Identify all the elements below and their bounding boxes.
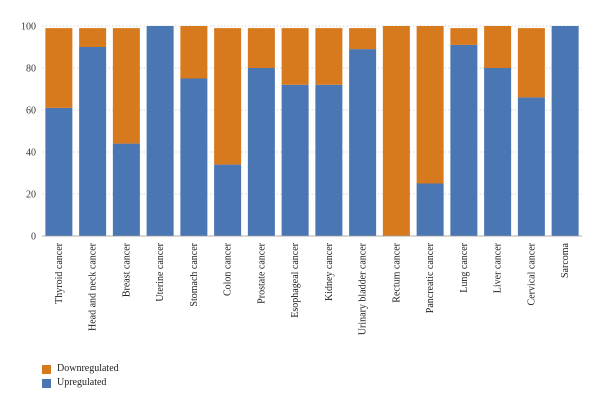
bar-downregulated-9 <box>349 28 377 50</box>
x-tick-label-4: Stomach cancer <box>189 242 200 306</box>
bar-downregulated-0 <box>45 28 73 108</box>
bar-downregulated-6 <box>247 28 275 69</box>
y-tick-label-0: 0 <box>31 232 36 243</box>
x-tick-label-15: Sarcoma <box>560 242 571 278</box>
bar-upregulated-8 <box>315 84 343 236</box>
x-tick-label-13: Liver cancer <box>493 242 504 293</box>
bar-upregulated-6 <box>247 68 275 236</box>
x-tick-label-7: Esophageal cancer <box>290 242 301 317</box>
bar-upregulated-2 <box>112 143 140 236</box>
bar-downregulated-14 <box>517 28 545 98</box>
bar-downregulated-2 <box>112 28 140 144</box>
x-tick-label-5: Colon cancer <box>223 242 234 296</box>
bar-upregulated-7 <box>281 84 309 236</box>
y-tick-label-100: 100 <box>21 22 36 33</box>
bar-upregulated-0 <box>45 107 73 237</box>
y-tick-label-80: 80 <box>26 64 36 75</box>
legend-item-downregulated: Downregulated <box>42 362 119 376</box>
bar-downregulated-12 <box>450 28 478 45</box>
legend-swatch-downregulated <box>42 364 51 374</box>
y-tick-label-20: 20 <box>26 190 36 201</box>
x-tick-label-0: Thyroid cancer <box>54 242 65 303</box>
bar-upregulated-5 <box>214 164 242 236</box>
bar-downregulated-1 <box>79 28 107 47</box>
x-tick-label-10: Rectum cancer <box>391 242 402 302</box>
x-tick-label-14: Cervical cancer <box>526 242 537 305</box>
bar-downregulated-11 <box>416 26 444 184</box>
x-tick-label-12: Lung cancer <box>459 242 470 292</box>
bar-downregulated-5 <box>214 28 242 165</box>
x-tick-label-8: Kidney cancer <box>324 242 335 301</box>
bar-upregulated-14 <box>517 97 545 237</box>
bar-upregulated-15 <box>551 26 579 236</box>
x-tick-label-1: Head and neck cancer <box>88 242 99 331</box>
x-tick-label-3: Uterine cancer <box>155 242 166 301</box>
bar-downregulated-8 <box>315 28 343 85</box>
bar-upregulated-1 <box>79 47 107 236</box>
chart-legend: Downregulated Upregulated <box>42 362 119 390</box>
x-tick-label-11: Pancreatic cancer <box>425 242 436 313</box>
x-tick-label-6: Prostate cancer <box>256 242 267 303</box>
bar-upregulated-9 <box>349 49 377 236</box>
legend-label-downregulated: Downregulated <box>57 363 119 374</box>
x-tick-label-9: Urinary bladder cancer <box>358 242 369 335</box>
x-tick-label-2: Breast cancer <box>121 242 132 297</box>
legend-item-upregulated: Upregulated <box>42 376 119 390</box>
bar-downregulated-13 <box>484 26 512 68</box>
bar-downregulated-4 <box>180 26 208 79</box>
bar-downregulated-10 <box>382 26 410 236</box>
bar-upregulated-13 <box>484 68 512 236</box>
bar-upregulated-12 <box>450 44 478 237</box>
legend-label-upregulated: Upregulated <box>57 377 107 388</box>
bar-upregulated-4 <box>180 78 208 236</box>
legend-swatch-upregulated <box>42 378 51 388</box>
bar-downregulated-7 <box>281 28 309 85</box>
y-tick-label-60: 60 <box>26 106 36 117</box>
bar-upregulated-3 <box>146 26 174 236</box>
y-tick-label-40: 40 <box>26 148 36 159</box>
bar-upregulated-11 <box>416 183 444 236</box>
